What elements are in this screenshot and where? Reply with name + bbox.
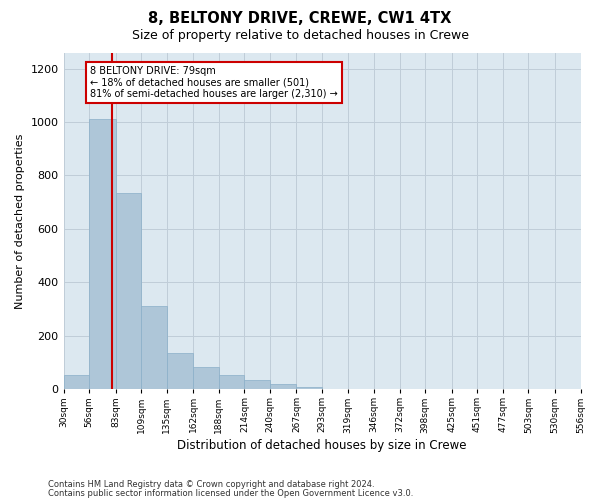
Bar <box>270 384 296 389</box>
Bar <box>141 306 167 389</box>
Text: Contains HM Land Registry data © Crown copyright and database right 2024.: Contains HM Land Registry data © Crown c… <box>48 480 374 489</box>
Bar <box>167 353 193 389</box>
Bar <box>219 374 244 389</box>
Bar <box>296 386 322 389</box>
Bar <box>193 366 219 389</box>
X-axis label: Distribution of detached houses by size in Crewe: Distribution of detached houses by size … <box>177 440 467 452</box>
Text: 8, BELTONY DRIVE, CREWE, CW1 4TX: 8, BELTONY DRIVE, CREWE, CW1 4TX <box>148 11 452 26</box>
Bar <box>244 380 270 389</box>
Y-axis label: Number of detached properties: Number of detached properties <box>15 133 25 308</box>
Text: Contains public sector information licensed under the Open Government Licence v3: Contains public sector information licen… <box>48 488 413 498</box>
Text: Size of property relative to detached houses in Crewe: Size of property relative to detached ho… <box>131 29 469 42</box>
Text: 8 BELTONY DRIVE: 79sqm
← 18% of detached houses are smaller (501)
81% of semi-de: 8 BELTONY DRIVE: 79sqm ← 18% of detached… <box>90 66 338 99</box>
Bar <box>89 120 116 389</box>
Bar <box>64 374 89 389</box>
Bar <box>116 193 141 389</box>
